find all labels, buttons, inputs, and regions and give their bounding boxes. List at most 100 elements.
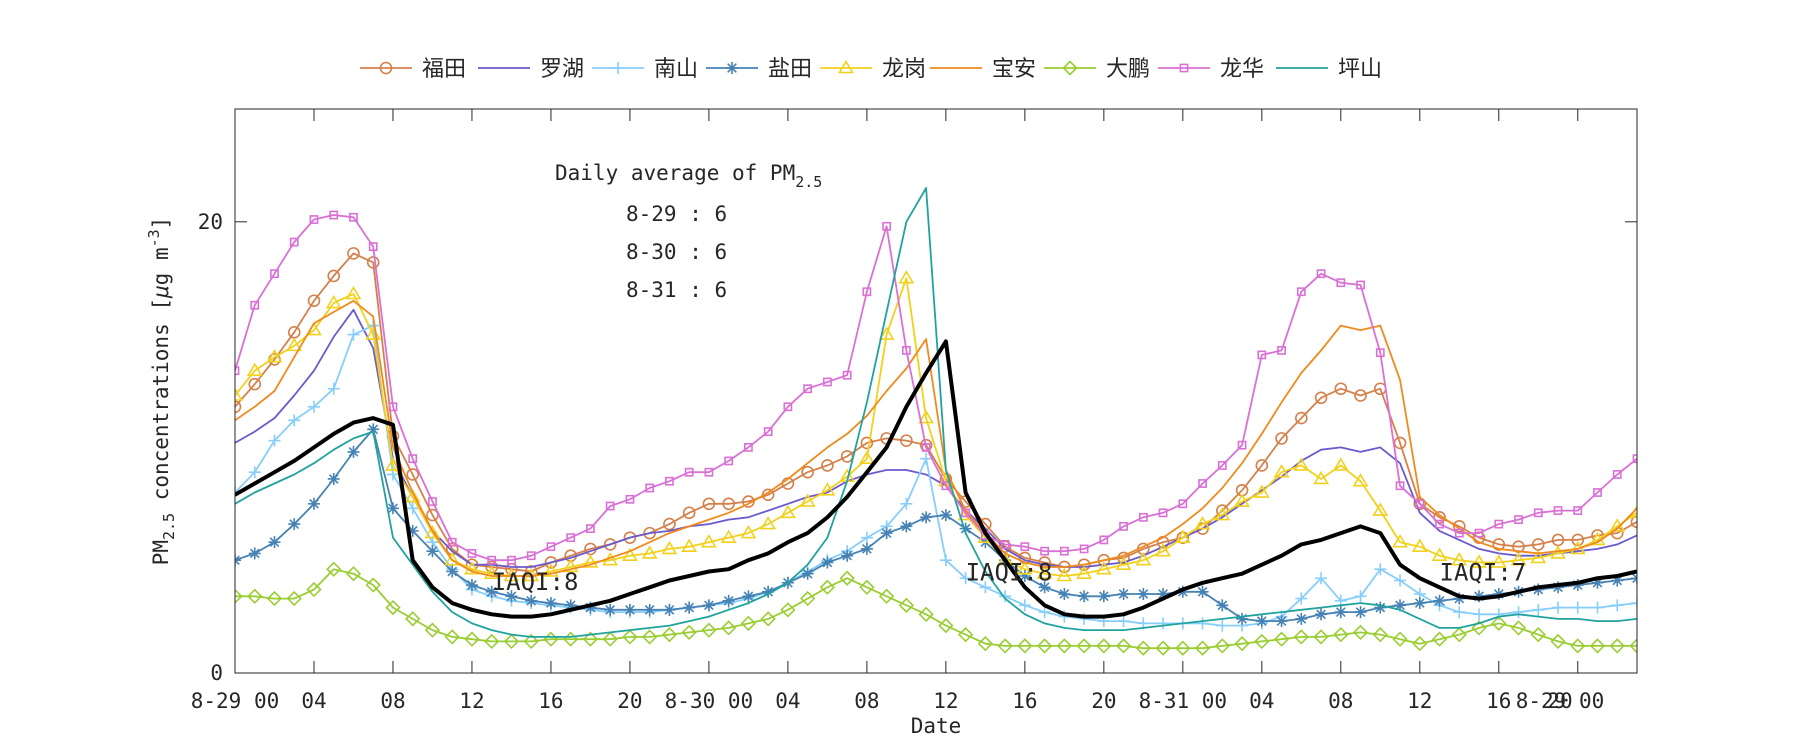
series-1-point-76 — [1730, 410, 1741, 421]
series-7-point-24 — [701, 622, 717, 638]
series-5-point-21 — [641, 545, 658, 559]
series-3-point-70 — [1611, 599, 1624, 612]
series-3-point-76 — [1730, 593, 1742, 605]
series-5-point-46 — [1135, 552, 1152, 566]
series-8-point-64 — [1494, 519, 1504, 529]
series-5-point-57 — [1352, 473, 1369, 487]
series-3-point-54 — [1295, 592, 1308, 605]
series-5-point-9 — [404, 488, 421, 503]
series-8-point-71 — [1632, 454, 1637, 464]
x-tick-label-1: 04 — [301, 689, 326, 713]
series-1-point-1 — [248, 377, 262, 391]
series-7-point-50 — [1214, 638, 1230, 654]
series-4-point-62 — [1453, 592, 1466, 605]
series-7-point-32 — [859, 579, 875, 595]
series-4-point-49 — [1196, 585, 1209, 598]
series-7-point-21 — [642, 629, 658, 645]
series-8-point-36 — [941, 481, 951, 491]
x-tick-label-16: 16 — [1486, 689, 1511, 713]
series-7-point-74 — [1690, 639, 1703, 652]
series-4-point-42 — [1058, 588, 1071, 601]
series-7-point-22 — [661, 627, 678, 643]
series-1-point-64 — [1492, 538, 1506, 551]
series-7-point-58 — [1372, 627, 1388, 643]
series-4-point-47 — [1157, 588, 1170, 601]
series-3-point-59 — [1394, 574, 1407, 587]
series-5-point-79 — [1788, 457, 1800, 468]
series-8-point-31 — [842, 370, 852, 380]
series-3-point-3 — [288, 414, 301, 427]
series-7-point-41 — [1036, 638, 1053, 654]
series-1-point-57 — [1354, 389, 1367, 402]
series-8-point-57 — [1356, 280, 1365, 290]
legend-label-8: 龙华 — [1220, 57, 1264, 82]
legend-label-2: 罗湖 — [540, 57, 584, 82]
series-1-point-60 — [1413, 497, 1427, 511]
series-4-point-23 — [683, 601, 696, 614]
series-3-point-58 — [1374, 563, 1387, 576]
series-4-point-3 — [288, 518, 301, 531]
series-5-point-22 — [661, 540, 678, 555]
series-8-point-41 — [1040, 546, 1050, 556]
series-4-point-43 — [1078, 590, 1091, 603]
series-1-point-23 — [682, 506, 696, 520]
series-8-point-67 — [1553, 506, 1563, 515]
x-tick-label-5: 20 — [617, 689, 642, 713]
series-3-point-50 — [1216, 619, 1229, 632]
series-1-point-71 — [1630, 515, 1637, 529]
series-1-point-29 — [801, 465, 814, 479]
series-8-point-53 — [1277, 345, 1286, 355]
series-1-point-68 — [1571, 533, 1585, 547]
series-3-point-64 — [1492, 608, 1505, 621]
series-8-point-0 — [235, 366, 240, 376]
series-4-point-72 — [1651, 613, 1663, 625]
series-7-point-72 — [1650, 639, 1663, 652]
series-8-point-20 — [625, 494, 635, 504]
series-1-point-34 — [900, 434, 913, 447]
series-3-point-41 — [1038, 606, 1051, 619]
series-1-point-5 — [327, 269, 341, 283]
series-4-point-45 — [1117, 588, 1130, 601]
series-7-point-19 — [602, 631, 618, 647]
series-8 — [235, 210, 1660, 565]
series-5-point-62 — [1451, 552, 1468, 566]
series-8-point-3 — [289, 237, 299, 247]
series-3-point-45 — [1117, 615, 1130, 628]
series-7-point-20 — [622, 629, 638, 645]
series-8-point-4 — [309, 215, 319, 224]
legend-8-point-legend — [1179, 63, 1189, 73]
series-layer — [235, 187, 1800, 656]
series-8-point-14 — [507, 555, 516, 565]
series-5-point-24 — [701, 534, 717, 548]
series-7-point-12 — [464, 631, 480, 647]
series-4-point-66 — [1532, 583, 1545, 596]
y-tick-label-0: 0 — [210, 661, 223, 685]
series-4-point-27 — [762, 585, 775, 598]
series-4-point-50 — [1216, 599, 1229, 612]
series-4-point-12 — [465, 579, 478, 592]
series-1-point-53 — [1275, 432, 1288, 445]
series-4-point-79 — [1789, 613, 1800, 625]
series-3-point-71 — [1631, 597, 1637, 610]
series-8-point-2 — [270, 269, 279, 279]
series-1-point-22 — [663, 517, 676, 531]
x-tick-label-0: 8-29 00 — [191, 689, 280, 713]
series-7-point-39 — [997, 638, 1013, 654]
legend-label-4: 盐田 — [768, 57, 812, 82]
series-4-point-18 — [584, 601, 597, 614]
series-8-point-72 — [1653, 437, 1660, 444]
series-8-point-58 — [1375, 348, 1385, 358]
series-1-point-73 — [1671, 480, 1682, 491]
series-1-point-54 — [1295, 411, 1308, 425]
series-4-point-7 — [367, 423, 380, 436]
series-5-point-48 — [1174, 529, 1191, 543]
series-5-point-32 — [858, 450, 875, 464]
series-3-point-4 — [307, 400, 320, 413]
series-5-point-34 — [898, 270, 915, 284]
x-tick-label-4: 16 — [538, 689, 563, 713]
series-1-point-9 — [406, 468, 420, 481]
series-5-point-40 — [1016, 561, 1033, 575]
series-5-point-26 — [740, 525, 757, 539]
series-7-point-59 — [1392, 631, 1408, 647]
series-3-point-5 — [327, 382, 340, 395]
